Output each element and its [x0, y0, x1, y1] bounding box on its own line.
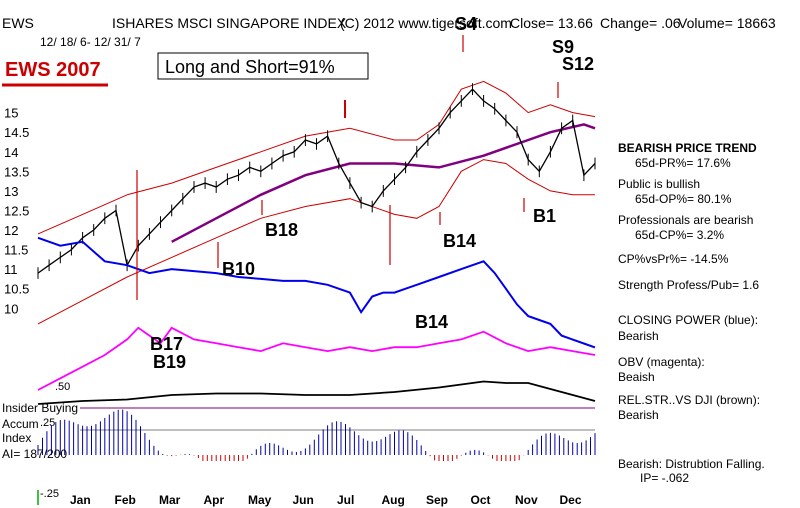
ews-2007-badge: EWS 2007 — [5, 59, 101, 81]
y-tick-label: 11 — [4, 262, 18, 277]
accum-label-neg025: -.25 — [40, 488, 59, 500]
y-tick-label: 14 — [4, 145, 18, 160]
closing-power-polyline — [37, 236, 596, 349]
y-axis-ticks: 15 14.5 14 13.5 13 12.5 12 11.5 11 10.5 10 — [4, 106, 29, 317]
month-label: Feb — [115, 493, 136, 507]
y-tick-label: 14.5 — [4, 125, 29, 140]
signal-b18: B18 — [265, 220, 298, 240]
change-value: Change= .06 — [600, 15, 681, 31]
accum-label: Accum — [2, 417, 39, 431]
month-label: Aug — [382, 493, 405, 507]
upper-band-polyline — [37, 80, 596, 235]
sidebar-strength: Strength Profess/Pub= 1.6 — [618, 278, 759, 292]
signal-arrows — [136, 35, 559, 300]
sidebar-relstr-val: Bearish — [618, 408, 659, 422]
sidebar-obv-val: Beaish — [618, 370, 655, 384]
sidebar-professionals: Professionals are bearish — [618, 213, 753, 227]
ai-label: AI= 187/200 — [2, 447, 67, 461]
sidebar-obv: OBV (magenta): — [618, 355, 705, 369]
volume-value: Volume= 18663 — [678, 15, 776, 31]
lower-band-line — [37, 159, 595, 325]
month-label: Jan — [70, 493, 91, 507]
y-tick-label: 15 — [4, 106, 18, 121]
ma-polyline — [171, 123, 596, 243]
sidebar-cp-pct: 65d-CP%= 3.2% — [635, 228, 724, 242]
upper-band-line — [37, 80, 596, 235]
y-tick-label: 10 — [4, 301, 18, 316]
sidebar: BEARISH PRICE TREND 65d-PR%= 17.6% Publi… — [618, 141, 765, 485]
signal-b17: B17 — [150, 334, 183, 354]
y-tick-label: 13.5 — [4, 164, 29, 179]
y-tick-label: 12 — [4, 223, 18, 238]
accum-label-050: .50 — [55, 381, 70, 393]
sidebar-closing-power: CLOSING POWER (blue): — [618, 313, 758, 327]
price-line — [37, 83, 596, 279]
copyright-source: (C) 2012 www.tigersoft.com — [340, 15, 512, 31]
y-tick-label: 12.5 — [4, 204, 29, 219]
relative-strength-line — [37, 380, 596, 405]
month-label: Sep — [426, 493, 448, 507]
month-label: Apr — [204, 493, 225, 507]
close-value: Close= 13.66 — [510, 15, 593, 31]
signal-s12: S12 — [562, 54, 594, 74]
obv-line — [37, 326, 596, 391]
signal-b1: B1 — [533, 206, 556, 226]
month-label: Dec — [560, 493, 582, 507]
signal-b14-lower: B14 — [415, 312, 448, 332]
y-tick-label: 10.5 — [4, 282, 29, 297]
accumulation-index-bars — [37, 409, 596, 461]
sidebar-pr-pct: 65d-PR%= 17.6% — [635, 156, 731, 170]
signal-b14-upper: B14 — [443, 231, 476, 251]
month-label: Jul — [337, 493, 354, 507]
date-range: 12/ 18/ 6- 12/ 31/ 7 — [40, 35, 141, 49]
sidebar-bearish-trend: BEARISH PRICE TREND — [618, 141, 757, 155]
obv-polyline — [37, 326, 596, 391]
rel-str-polyline — [37, 380, 596, 405]
result-box — [157, 52, 369, 80]
signal-s4: S4 — [455, 14, 477, 34]
closing-power-line — [37, 236, 596, 349]
ticker-label: EWS — [2, 15, 34, 31]
sidebar-op-pct: 65d-OP%= 80.1% — [635, 192, 732, 206]
month-label: Nov — [515, 493, 538, 507]
sidebar-ip: IP= -.062 — [640, 471, 689, 485]
month-label: Oct — [471, 493, 491, 507]
sidebar-closing-power-val: Bearish — [618, 329, 659, 343]
month-label: Mar — [159, 493, 181, 507]
sidebar-relstr: REL.STR..VS DJI (brown): — [618, 393, 760, 407]
insider-buying-label: Insider Buying — [2, 401, 78, 415]
signal-b10: B10 — [222, 259, 255, 279]
accum-label-025: .25 — [40, 417, 55, 429]
signal-b19: B19 — [153, 352, 186, 372]
index-label: Index — [2, 431, 31, 445]
month-label: Jun — [293, 493, 314, 507]
lower-band-polyline — [37, 159, 595, 325]
sidebar-distribution: Bearish: Distrubtion Falling. — [618, 457, 765, 471]
y-tick-label: 11.5 — [4, 243, 28, 258]
x-axis-months: Jan Feb Mar Apr May Jun Jul Aug Sep Oct Nov Dec — [70, 493, 582, 507]
sidebar-cpvspr: CP%vsPr%= -14.5% — [618, 252, 729, 266]
moving-average-line — [171, 123, 596, 243]
signal-s9: S9 — [552, 37, 574, 57]
result-box-text: Long and Short=91% — [165, 57, 335, 77]
index-name: ISHARES MSCI SINGAPORE INDEX — [112, 15, 347, 31]
sidebar-public: Public is bullish — [618, 177, 700, 191]
y-tick-label: 13 — [4, 184, 18, 199]
month-label: May — [248, 493, 272, 507]
